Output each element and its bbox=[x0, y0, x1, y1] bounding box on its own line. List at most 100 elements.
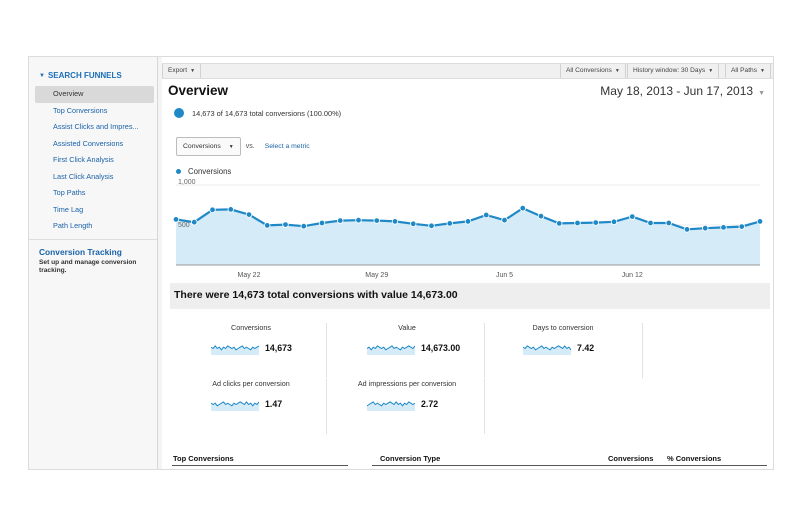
sidebar-item-assist-clicks[interactable]: Assist Clicks and Impres... bbox=[53, 122, 139, 131]
x-tick-label: May 22 bbox=[238, 272, 261, 279]
sparkline-line bbox=[367, 401, 415, 407]
data-point bbox=[300, 223, 307, 230]
sparkline-fill bbox=[367, 401, 415, 411]
data-point bbox=[428, 222, 435, 229]
data-point bbox=[264, 222, 271, 229]
x-tick-label: Jun 12 bbox=[622, 272, 643, 279]
sidebar-item-top-paths[interactable]: Top Paths bbox=[53, 188, 86, 197]
sparkline-line bbox=[211, 345, 259, 351]
sparkline-line bbox=[367, 345, 415, 351]
segment-text: 14,673 of 14,673 total conversions (100.… bbox=[192, 108, 342, 118]
legend-label: Conversions bbox=[188, 167, 232, 176]
stat-value: 14,673.00 bbox=[421, 343, 461, 353]
stat-label: Value bbox=[398, 323, 416, 332]
sparkline bbox=[367, 345, 415, 355]
history-window-dropdown[interactable]: History window: 30 Days ▼ bbox=[627, 64, 720, 78]
all-paths-dropdown[interactable]: All Paths ▼ bbox=[725, 64, 771, 78]
y-tick-label: 1,000 bbox=[178, 179, 196, 186]
export-button[interactable]: Export ▼ bbox=[162, 64, 202, 78]
sidebar-section-title: SEARCH FUNNELS bbox=[47, 71, 122, 80]
stat-label: Conversions bbox=[231, 323, 271, 332]
sidebar-item-first-click[interactable]: First Click Analysis bbox=[53, 155, 114, 164]
divider bbox=[172, 465, 348, 466]
stat-value: 1.47 bbox=[265, 399, 283, 409]
data-point bbox=[337, 217, 344, 224]
vs-label: vs. bbox=[245, 143, 255, 150]
stat-label: Ad impressions per conversion bbox=[357, 379, 457, 388]
stat-conversions: Conversions 14,673 bbox=[176, 323, 326, 381]
sidebar-section-header[interactable]: ▼ SEARCH FUNNELS bbox=[29, 57, 157, 80]
divider bbox=[484, 379, 485, 434]
data-point bbox=[172, 216, 180, 223]
divider bbox=[484, 323, 485, 378]
x-tick-label: May 29 bbox=[365, 272, 388, 279]
divider bbox=[642, 323, 643, 378]
conversion-tracking-link[interactable]: Conversion Tracking bbox=[39, 246, 122, 257]
data-point bbox=[355, 217, 362, 224]
all-conversions-dropdown[interactable]: All Conversions ▼ bbox=[560, 64, 626, 78]
data-point bbox=[519, 205, 526, 212]
stat-label: Ad clicks per conversion bbox=[212, 379, 290, 388]
stat-ad-clicks: Ad clicks per conversion 1.47 bbox=[176, 379, 326, 437]
segment-icon bbox=[174, 108, 184, 118]
data-point bbox=[647, 219, 654, 227]
data-point bbox=[191, 219, 198, 226]
sidebar-item-time-lag[interactable]: Time Lag bbox=[53, 204, 84, 214]
sparkline-fill bbox=[367, 345, 415, 355]
legend-marker bbox=[176, 169, 181, 174]
date-range-label: May 18, 2013 - Jun 17, 2013 bbox=[600, 84, 754, 98]
conversion-tracking-description: Set up and manage conversion tracking. bbox=[39, 258, 137, 275]
data-point bbox=[318, 219, 326, 227]
sparkline-fill bbox=[523, 345, 571, 355]
metric-dropdown[interactable]: Conversions ▼ bbox=[176, 137, 241, 156]
sidebar-item-path-length[interactable]: Path Length bbox=[53, 221, 93, 230]
sparkline-fill bbox=[211, 401, 259, 411]
data-point bbox=[537, 213, 545, 220]
data-point bbox=[501, 217, 508, 224]
sidebar: ▼ SEARCH FUNNELS Overview Top Conversion… bbox=[29, 57, 158, 469]
data-point bbox=[720, 224, 727, 231]
stat-value: 14,673 bbox=[265, 343, 292, 353]
sidebar-item-last-click[interactable]: Last Click Analysis bbox=[53, 171, 114, 181]
conversions-column-header[interactable]: Conversions bbox=[608, 454, 654, 463]
metric-dropdown-label: Conversions bbox=[183, 143, 221, 150]
data-point bbox=[227, 206, 234, 213]
sparkline-line bbox=[211, 401, 259, 407]
stat-value-total: Value 14,673.00 bbox=[332, 323, 482, 381]
sidebar-item-top-conversions[interactable]: Top Conversions bbox=[53, 105, 108, 115]
pct-conversions-column-header[interactable]: % Conversions bbox=[667, 454, 722, 463]
toolbar: Export ▼ All Conversions ▼ History window:… bbox=[162, 63, 773, 79]
data-point bbox=[373, 217, 380, 224]
sidebar-item-overview[interactable]: Overview bbox=[35, 86, 154, 103]
data-point bbox=[464, 218, 472, 225]
chevron-down-icon: ▼ bbox=[190, 68, 196, 74]
top-conversions-header: Top Conversions bbox=[173, 454, 234, 463]
sparkline bbox=[211, 401, 259, 411]
chevron-down-icon: ▼ bbox=[228, 144, 234, 150]
conversion-tracking-panel: Conversion Tracking Set up and manage co… bbox=[29, 238, 157, 276]
select-metric-link[interactable]: Select a metric bbox=[264, 143, 310, 150]
divider bbox=[326, 323, 327, 378]
stat-value: 7.42 bbox=[577, 343, 595, 353]
divider bbox=[326, 379, 327, 434]
main-content: Export ▼ All Conversions ▼ History window:… bbox=[162, 57, 773, 469]
conversion-type-header[interactable]: Conversion Type bbox=[380, 454, 441, 463]
y-tick-label: 500 bbox=[178, 222, 190, 229]
summary-bar: There were 14,673 total conversions with… bbox=[170, 283, 770, 309]
conversions-chart[interactable]: 1,000 500 May 22 May 29 Jun 5 Jun 12 bbox=[162, 175, 773, 281]
analytics-window: ▼ SEARCH FUNNELS Overview Top Conversion… bbox=[28, 56, 774, 470]
chevron-down-icon: ▼ bbox=[760, 68, 765, 74]
sidebar-item-assisted-conversions[interactable]: Assisted Conversions bbox=[53, 138, 124, 148]
data-point bbox=[592, 219, 599, 226]
stat-ad-impressions: Ad impressions per conversion 2.72 bbox=[332, 379, 482, 437]
data-point bbox=[756, 218, 764, 225]
export-label: Export bbox=[168, 67, 188, 74]
triangle-down-icon: ▼ bbox=[39, 72, 45, 79]
stat-label: Days to conversion bbox=[532, 323, 594, 332]
segment-summary: 14,673 of 14,673 total conversions (100.… bbox=[174, 108, 341, 118]
all-conversions-label: All Conversions bbox=[566, 67, 612, 74]
date-range-picker[interactable]: May 18, 2013 - Jun 17, 2013 ▼ bbox=[600, 84, 765, 98]
data-point bbox=[282, 221, 289, 228]
data-point bbox=[483, 211, 490, 219]
chevron-down-icon: ▼ bbox=[708, 68, 714, 74]
